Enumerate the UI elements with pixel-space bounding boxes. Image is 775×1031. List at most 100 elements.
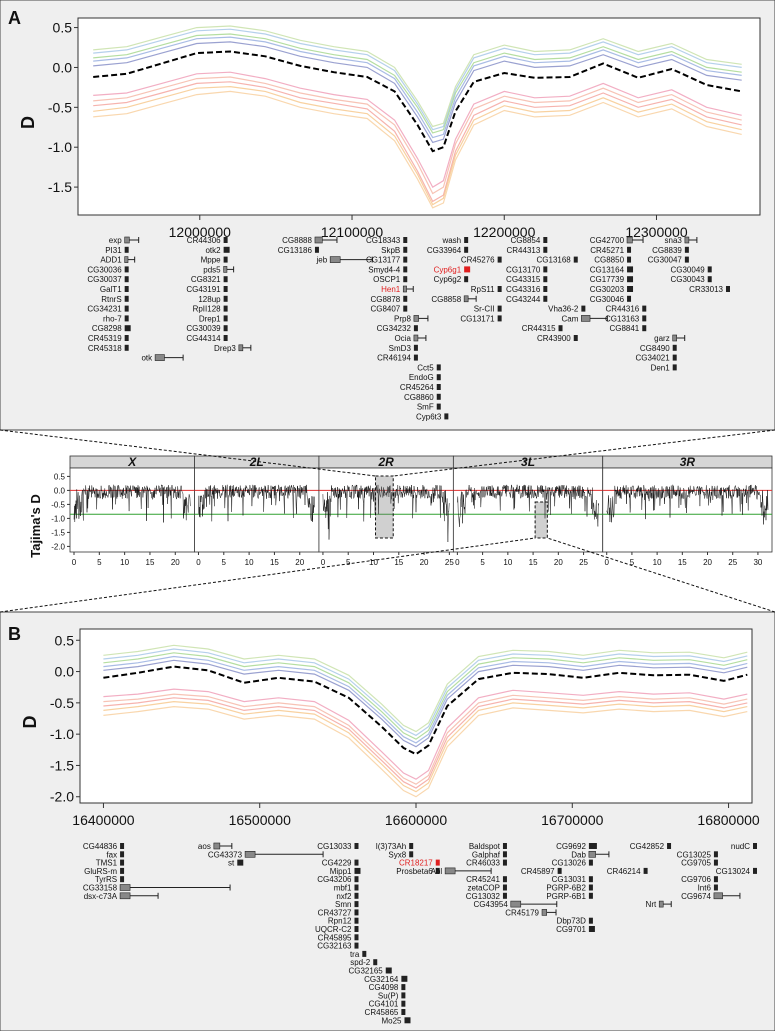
gene-label: Dbp73D xyxy=(557,917,587,926)
gene-label: CG43954 xyxy=(474,900,509,909)
gene-block xyxy=(436,403,441,410)
x-tick-label: 5 xyxy=(97,558,102,567)
gene-block xyxy=(502,884,507,891)
gene-label: PGRP-6B2 xyxy=(546,884,586,893)
gene-exon xyxy=(413,315,419,322)
gene-block xyxy=(385,967,392,974)
gene-label: Cyp6g1 xyxy=(434,265,462,274)
x-tick-label: 15 xyxy=(529,558,538,567)
gene-label: GluRS-m xyxy=(84,867,117,876)
gene-label: CG33158 xyxy=(83,884,118,893)
gene-block xyxy=(354,917,359,924)
gene-label: CR45271 xyxy=(590,246,624,255)
x-tick-label: 20 xyxy=(554,558,563,567)
gene-label: CG13163 xyxy=(605,314,640,323)
chromosome-plot-area xyxy=(452,467,604,553)
gene-label: CR46214 xyxy=(607,867,641,876)
gene-block xyxy=(403,266,408,273)
gene-label: dsx-c73A xyxy=(84,892,118,901)
zoom-line-a-right xyxy=(393,429,775,477)
gene-exon xyxy=(713,892,723,900)
gene-label: CG32165 xyxy=(348,967,383,976)
gene-block xyxy=(588,892,593,899)
gene-label: CG30037 xyxy=(87,275,122,284)
gene-block xyxy=(413,344,418,351)
gene-block xyxy=(672,344,677,351)
gene-block xyxy=(502,859,507,866)
gene-label: 128up xyxy=(198,295,221,304)
x-tick-label: 12200000 xyxy=(473,224,536,240)
gene-block xyxy=(223,237,228,243)
gene-label: sna3 xyxy=(665,236,683,245)
gene-label: CG8878 xyxy=(370,295,400,304)
gene-label: garz xyxy=(654,334,670,343)
gene-label: CG8841 xyxy=(609,324,639,333)
gene-label: CG9692 xyxy=(556,842,586,851)
panel-b-chart: 0.5 0.0 -0.5 -1.0 -1.5 -2.0 D 16400000 16500000 1… xyxy=(20,632,760,1025)
gene-label: Rpn12 xyxy=(328,917,352,926)
gene-block xyxy=(354,884,359,891)
y-tick-label: -1.0 xyxy=(50,726,74,742)
gene-label: CG30049 xyxy=(670,265,705,274)
gene-block xyxy=(543,276,548,283)
panel-b-plot-area xyxy=(79,628,753,804)
gene-block xyxy=(120,843,125,849)
gene-block xyxy=(643,867,648,874)
gene-label: CR45897 xyxy=(521,867,555,876)
y-tick-label: -1.5 xyxy=(48,179,72,195)
population-series-line xyxy=(103,644,748,733)
gene-label: CG13168 xyxy=(537,256,572,265)
gene-label: ADD1 xyxy=(100,256,122,265)
gene-exon xyxy=(402,285,407,293)
gene-block xyxy=(354,909,359,916)
chromosome-name: 3L xyxy=(521,455,535,469)
gene-block xyxy=(588,917,593,924)
gene-exon xyxy=(244,850,256,858)
gene-label: CG43315 xyxy=(506,275,541,284)
gene-block xyxy=(444,413,449,420)
gene-block xyxy=(403,256,408,263)
gene-exon xyxy=(223,266,228,273)
gene-block xyxy=(409,843,414,849)
gene-block xyxy=(401,1000,406,1007)
gene-label: CG8850 xyxy=(594,256,624,265)
y-tick-label: -0.5 xyxy=(48,99,72,115)
gene-block xyxy=(124,325,131,332)
gene-block xyxy=(223,335,228,341)
population-series-line xyxy=(93,36,742,139)
gene-label: CG43373 xyxy=(208,850,243,859)
gene-label: CG17739 xyxy=(590,275,625,284)
gene-block xyxy=(354,926,359,932)
gene-block xyxy=(362,950,367,957)
zoom-line-b-left xyxy=(0,537,536,613)
gene-block xyxy=(558,325,563,332)
gene-label: SmF xyxy=(417,403,434,412)
gene-label: CR45318 xyxy=(88,344,122,353)
population-series-line xyxy=(103,652,748,740)
gene-label: PI31 xyxy=(105,246,122,255)
gene-label: CR45319 xyxy=(88,334,122,343)
gene-label: CR45865 xyxy=(365,1008,399,1017)
population-series-line xyxy=(93,41,742,144)
gene-label: EndoG xyxy=(409,373,434,382)
x-tick-label: 20 xyxy=(420,558,429,567)
gene-label: Smyd4-4 xyxy=(368,265,401,274)
y-tick-label: -0.5 xyxy=(50,695,74,711)
gene-block xyxy=(124,315,129,322)
gene-label: CR45241 xyxy=(466,875,500,884)
gene-label: Mppe xyxy=(201,256,222,265)
gene-label: PGRP-6B1 xyxy=(546,892,586,901)
y-tick-label: -1.0 xyxy=(48,139,72,155)
x-tick-label: 15 xyxy=(270,558,279,567)
gene-label: RpII128 xyxy=(193,305,222,314)
panel-a-chart: 0.5 0.0 -0.5 -1.0 -1.5 D 12000000 12100000 12200… xyxy=(18,20,742,421)
gene-label: Cyp6t3 xyxy=(416,412,442,421)
gene-block xyxy=(120,867,125,874)
gene-block xyxy=(403,295,408,302)
gene-label: st xyxy=(228,859,235,868)
gene-block xyxy=(401,975,408,982)
gene-block xyxy=(502,851,507,858)
gene-label: Int6 xyxy=(698,884,712,893)
x-tick-label: 0 xyxy=(196,558,201,567)
x-tick-label: 25 xyxy=(728,558,737,567)
